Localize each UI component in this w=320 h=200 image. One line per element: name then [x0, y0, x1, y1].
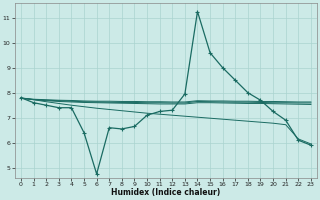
X-axis label: Humidex (Indice chaleur): Humidex (Indice chaleur) [111, 188, 220, 197]
